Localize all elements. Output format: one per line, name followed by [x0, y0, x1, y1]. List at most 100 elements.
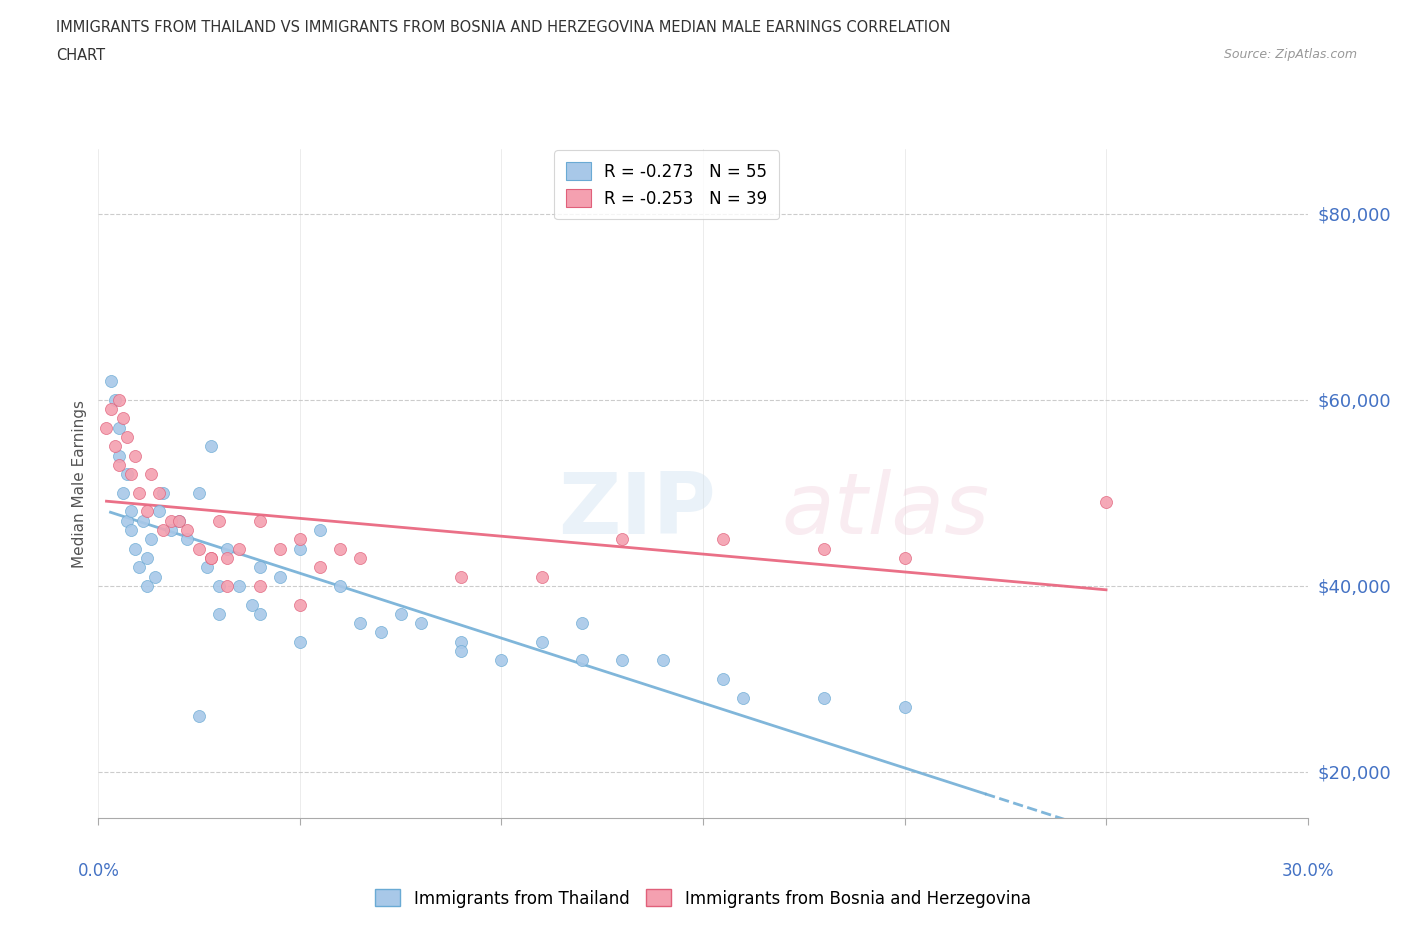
Point	[120, 504, 142, 519]
Point	[370, 625, 392, 640]
Point	[711, 671, 734, 686]
Point	[107, 448, 129, 463]
Point	[249, 606, 271, 621]
Point	[152, 485, 174, 500]
Point	[139, 532, 162, 547]
Point	[132, 513, 155, 528]
Point	[893, 551, 915, 565]
Point	[135, 578, 157, 593]
Point	[612, 532, 634, 547]
Point	[176, 523, 198, 538]
Point	[530, 634, 553, 649]
Y-axis label: Median Male Earnings: Median Male Earnings	[72, 400, 87, 567]
Point	[491, 653, 513, 668]
Point	[200, 551, 222, 565]
Point	[217, 541, 239, 556]
Point	[249, 513, 271, 528]
Point	[208, 578, 231, 593]
Point	[288, 532, 311, 547]
Point	[288, 541, 311, 556]
Point	[111, 485, 134, 500]
Point	[893, 699, 915, 714]
Point	[143, 569, 166, 584]
Point	[389, 606, 412, 621]
Point	[208, 513, 231, 528]
Point	[249, 560, 271, 575]
Point	[115, 467, 138, 482]
Point	[269, 569, 291, 584]
Text: ZIP: ZIP	[558, 469, 716, 551]
Point	[96, 420, 118, 435]
Point	[111, 411, 134, 426]
Point	[188, 485, 211, 500]
Point	[124, 448, 146, 463]
Point	[733, 690, 755, 705]
Point	[176, 532, 198, 547]
Point	[200, 551, 222, 565]
Point	[115, 513, 138, 528]
Text: IMMIGRANTS FROM THAILAND VS IMMIGRANTS FROM BOSNIA AND HERZEGOVINA MEDIAN MALE E: IMMIGRANTS FROM THAILAND VS IMMIGRANTS F…	[56, 20, 950, 35]
Legend: R = -0.273   N = 55, R = -0.253   N = 39: R = -0.273 N = 55, R = -0.253 N = 39	[554, 151, 779, 219]
Point	[813, 541, 835, 556]
Point	[288, 634, 311, 649]
Point	[107, 392, 129, 407]
Text: CHART: CHART	[56, 48, 105, 63]
Point	[208, 606, 231, 621]
Point	[450, 634, 472, 649]
Point	[217, 578, 239, 593]
Point	[409, 616, 432, 631]
Point	[200, 439, 222, 454]
Point	[195, 560, 218, 575]
Point	[974, 876, 997, 891]
Point	[135, 551, 157, 565]
Point	[120, 467, 142, 482]
Point	[249, 578, 271, 593]
Point	[148, 504, 170, 519]
Point	[228, 541, 250, 556]
Legend: Immigrants from Thailand, Immigrants from Bosnia and Herzegovina: Immigrants from Thailand, Immigrants fro…	[368, 883, 1038, 914]
Point	[329, 578, 352, 593]
Point	[148, 485, 170, 500]
Point	[349, 616, 371, 631]
Text: atlas: atlas	[782, 469, 990, 551]
Point	[152, 523, 174, 538]
Point	[135, 504, 157, 519]
Point	[100, 374, 122, 389]
Point	[269, 541, 291, 556]
Point	[100, 402, 122, 417]
Point	[349, 551, 371, 565]
Point	[309, 560, 332, 575]
Text: 0.0%: 0.0%	[77, 862, 120, 880]
Point	[651, 653, 673, 668]
Point	[711, 532, 734, 547]
Point	[188, 709, 211, 724]
Point	[228, 578, 250, 593]
Point	[107, 420, 129, 435]
Point	[115, 430, 138, 445]
Point	[329, 541, 352, 556]
Point	[188, 541, 211, 556]
Point	[120, 523, 142, 538]
Point	[571, 653, 593, 668]
Point	[612, 653, 634, 668]
Point	[128, 560, 150, 575]
Point	[450, 569, 472, 584]
Point	[160, 513, 183, 528]
Point	[167, 513, 190, 528]
Point	[128, 485, 150, 500]
Point	[103, 439, 125, 454]
Point	[217, 551, 239, 565]
Text: 30.0%: 30.0%	[1281, 862, 1334, 880]
Point	[167, 513, 190, 528]
Point	[160, 523, 183, 538]
Point	[571, 616, 593, 631]
Point	[240, 597, 263, 612]
Text: Source: ZipAtlas.com: Source: ZipAtlas.com	[1223, 48, 1357, 61]
Point	[124, 541, 146, 556]
Point	[107, 458, 129, 472]
Point	[450, 644, 472, 658]
Point	[139, 467, 162, 482]
Point	[813, 690, 835, 705]
Point	[309, 523, 332, 538]
Point	[103, 392, 125, 407]
